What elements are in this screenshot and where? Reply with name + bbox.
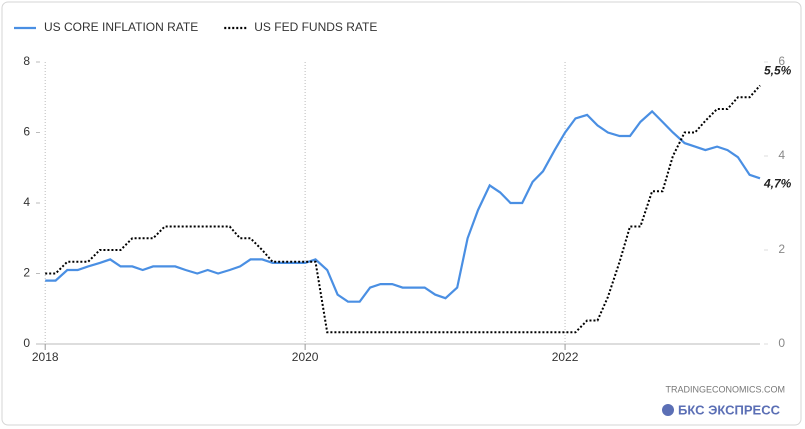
x-tick-label: 2020	[292, 350, 319, 364]
y-tick-label: 2	[23, 266, 30, 280]
y2-tick-label: 0	[778, 336, 785, 350]
y2-tick-label: 6	[778, 54, 785, 68]
source: TRADINGECONOMICS.COM	[665, 384, 785, 394]
legend-label: US FED FUNDS RATE	[254, 20, 377, 34]
y2-tick-label: 2	[778, 242, 785, 256]
x-tick-label: 2022	[552, 350, 579, 364]
data-label: 5,5%	[764, 64, 792, 78]
x-tick-label: 2018	[32, 350, 59, 364]
series-line	[45, 84, 761, 334]
legend-label: US CORE INFLATION RATE	[44, 20, 198, 34]
y-tick-label: 4	[23, 195, 30, 209]
series-line	[45, 109, 761, 303]
brand: БКС ЭКСПРЕСС	[678, 402, 781, 417]
y-tick-label: 0	[23, 336, 30, 350]
data-label: 4,7%	[763, 176, 792, 190]
y-tick-label: 6	[23, 125, 30, 139]
y-tick-label: 8	[23, 54, 30, 68]
brand-logo	[662, 404, 674, 416]
y2-tick-label: 4	[778, 148, 785, 162]
